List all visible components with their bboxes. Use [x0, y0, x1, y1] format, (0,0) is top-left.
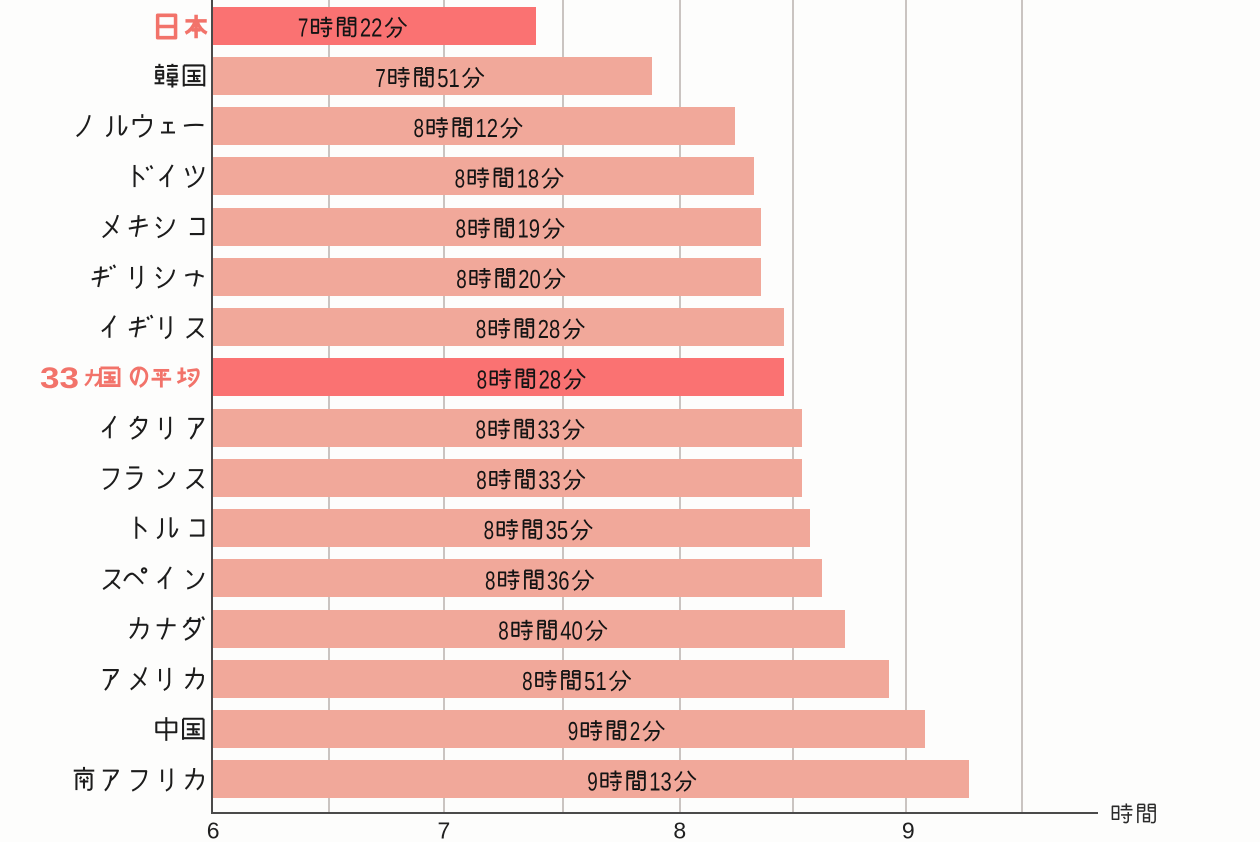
svg-text:7: 7 — [298, 13, 309, 43]
svg-text:8: 8 — [484, 515, 495, 545]
svg-text:9: 9 — [902, 818, 915, 842]
svg-text:8: 8 — [414, 113, 425, 143]
svg-text:28: 28 — [539, 364, 562, 394]
svg-text:9: 9 — [587, 766, 598, 796]
svg-text:12: 12 — [476, 113, 499, 143]
svg-text:51: 51 — [584, 666, 607, 696]
svg-text:19: 19 — [518, 214, 541, 244]
svg-text:2: 2 — [630, 716, 641, 746]
svg-text:8: 8 — [477, 364, 488, 394]
svg-text:20: 20 — [518, 264, 541, 294]
svg-text:33: 33 — [538, 465, 561, 495]
svg-text:8: 8 — [476, 314, 487, 344]
svg-text:8: 8 — [456, 214, 467, 244]
svg-text:8: 8 — [456, 264, 467, 294]
svg-text:6: 6 — [207, 818, 220, 842]
svg-text:7: 7 — [438, 818, 451, 842]
svg-text:13: 13 — [649, 766, 672, 796]
svg-text:33: 33 — [40, 362, 79, 395]
svg-text:22: 22 — [360, 13, 383, 43]
svg-text:51: 51 — [437, 63, 460, 93]
svg-text:7: 7 — [375, 63, 386, 93]
svg-text:28: 28 — [538, 314, 561, 344]
svg-text:35: 35 — [546, 515, 569, 545]
svg-text:8: 8 — [476, 465, 487, 495]
svg-text:8: 8 — [522, 666, 533, 696]
svg-text:33: 33 — [538, 415, 561, 445]
svg-text:36: 36 — [547, 565, 570, 595]
svg-text:8: 8 — [498, 616, 509, 646]
svg-text:8: 8 — [485, 565, 496, 595]
svg-text:18: 18 — [517, 163, 540, 193]
svg-text:8: 8 — [455, 163, 466, 193]
svg-text:8: 8 — [673, 818, 686, 842]
svg-text:40: 40 — [560, 616, 583, 646]
svg-text:9: 9 — [568, 716, 579, 746]
svg-text:8: 8 — [476, 415, 487, 445]
